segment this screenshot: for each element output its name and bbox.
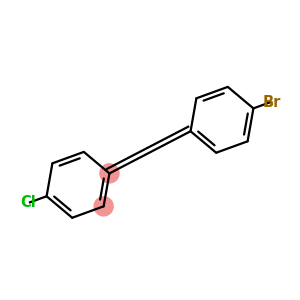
Circle shape <box>93 196 114 217</box>
Circle shape <box>99 163 120 184</box>
Text: Br: Br <box>263 95 281 110</box>
Text: Cl: Cl <box>20 195 36 210</box>
